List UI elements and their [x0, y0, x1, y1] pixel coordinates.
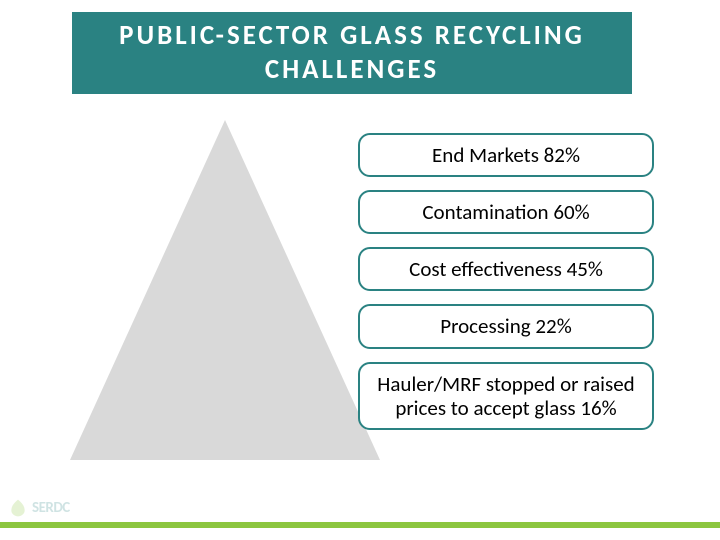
title-bar: PUBLIC-SECTOR GLASS RECYCLING CHALLENGES: [72, 12, 632, 94]
slide: PUBLIC-SECTOR GLASS RECYCLING CHALLENGES…: [0, 0, 720, 540]
list-item-label: Cost effectiveness 45%: [409, 257, 603, 281]
list-item: Contamination 60%: [358, 190, 654, 234]
leaf-icon: [8, 498, 28, 518]
list-item: Cost effectiveness 45%: [358, 247, 654, 291]
list-item-label: Hauler/MRF stopped or raised prices to a…: [374, 372, 638, 420]
background-triangle: [70, 120, 380, 460]
footer-rule: [0, 522, 720, 528]
list-item: End Markets 82%: [358, 133, 654, 177]
list-item: Hauler/MRF stopped or raised prices to a…: [358, 362, 654, 430]
list-item: Processing 22%: [358, 304, 654, 348]
list-item-label: Processing 22%: [440, 314, 571, 338]
slide-title: PUBLIC-SECTOR GLASS RECYCLING CHALLENGES: [72, 19, 632, 87]
footer-logo-text: SERDC: [32, 499, 70, 517]
list-item-label: End Markets 82%: [432, 143, 580, 167]
challenge-list: End Markets 82% Contamination 60% Cost e…: [358, 133, 654, 430]
list-item-label: Contamination 60%: [422, 200, 589, 224]
footer-logo: SERDC: [8, 498, 70, 518]
